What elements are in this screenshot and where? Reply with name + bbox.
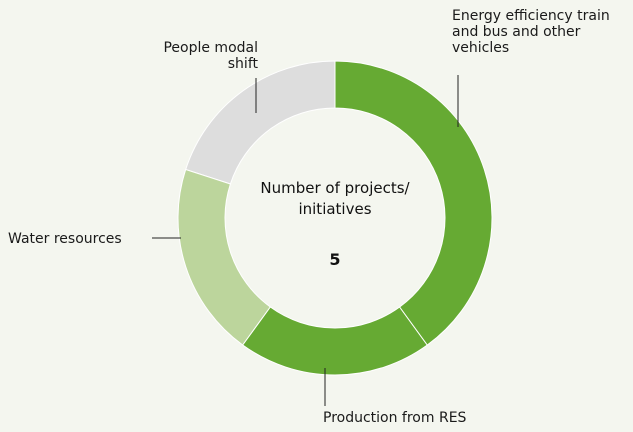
label-energy: Energy efficiency train and bus and othe… [452, 8, 610, 56]
label-water: Water resources [8, 231, 122, 247]
center-label: Number of projects/ initiatives [260, 179, 410, 218]
donut-segment [177, 168, 272, 346]
label-people: People modal shift [163, 40, 258, 72]
donut-segment [334, 60, 493, 346]
label-res: Production from RES [323, 410, 467, 426]
center-value: 5 [329, 250, 341, 269]
donut-segment [185, 60, 336, 185]
donut-segment [242, 306, 428, 376]
